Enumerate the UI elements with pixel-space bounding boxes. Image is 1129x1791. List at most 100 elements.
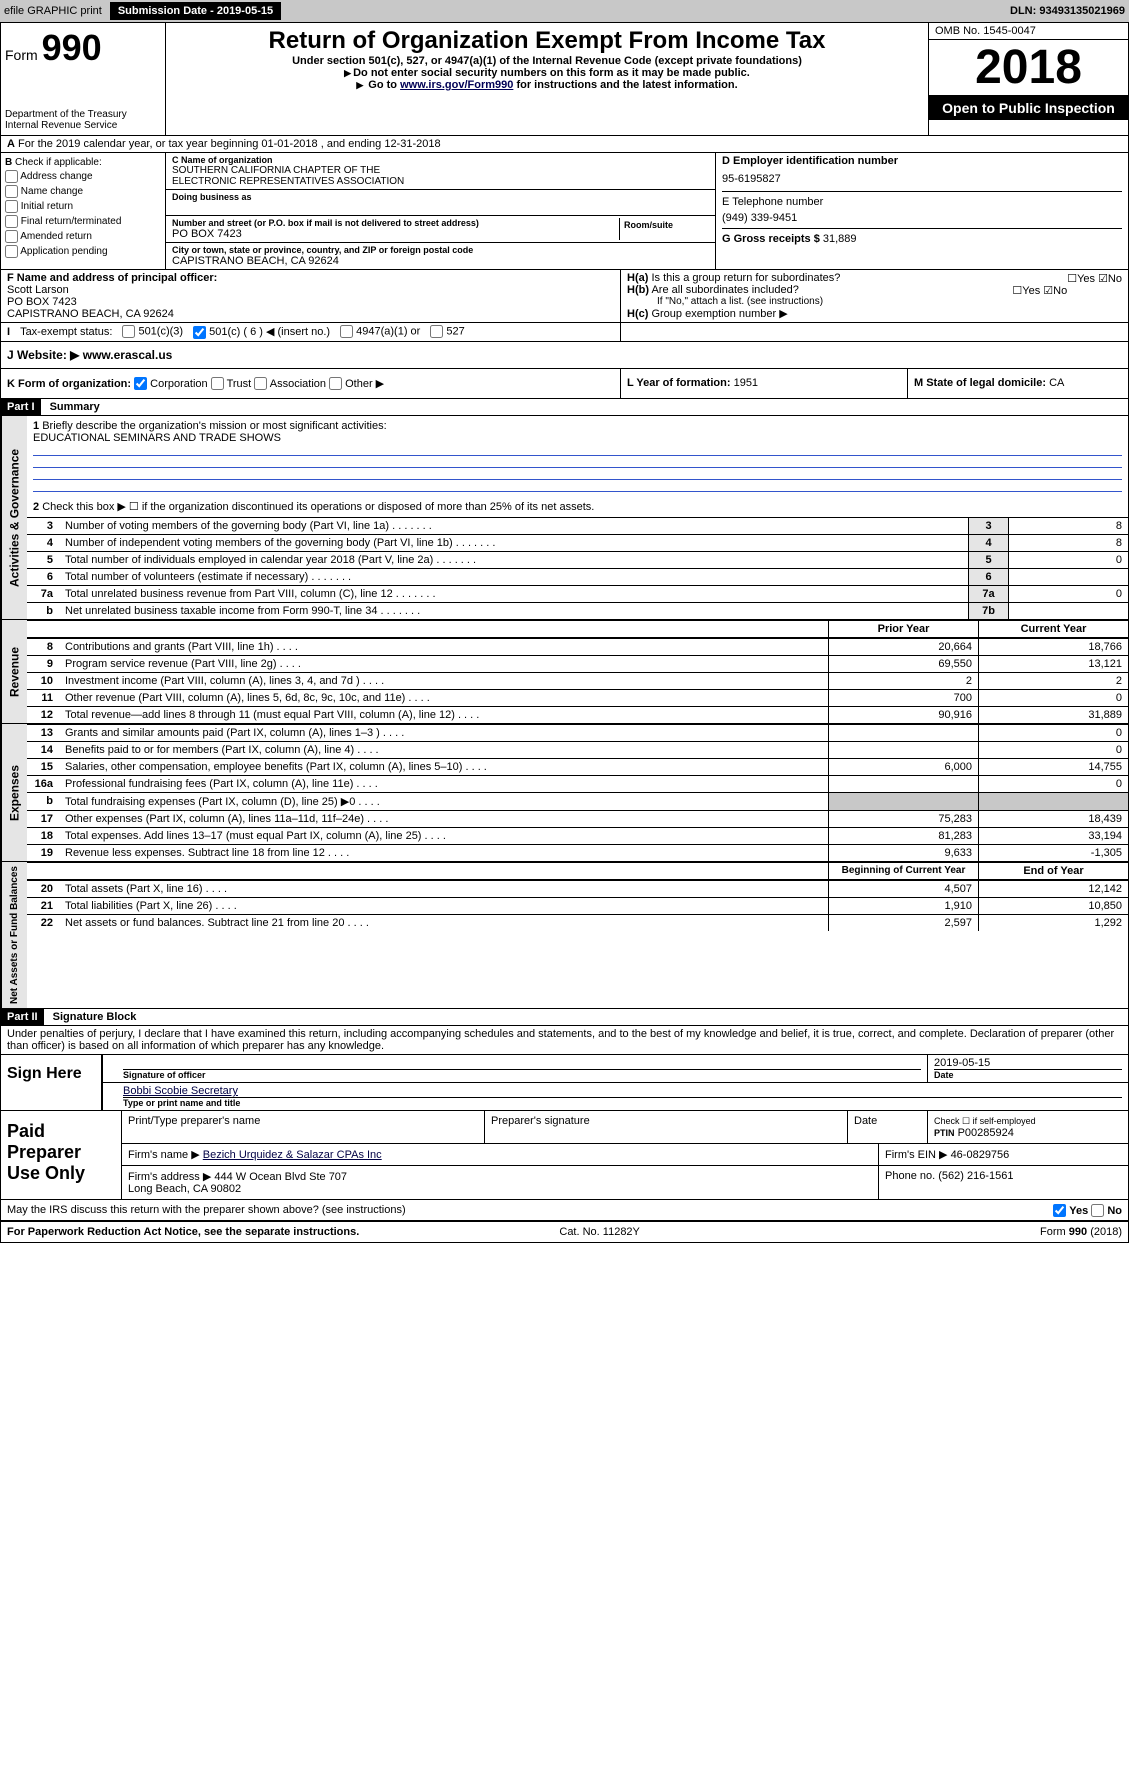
header-left: Form 990 Department of the Treasury Inte… bbox=[1, 23, 166, 135]
chk-assoc[interactable]: Association bbox=[254, 378, 326, 390]
col-headers-net: Beginning of Current Year End of Year bbox=[27, 862, 1128, 880]
block-h: H(a) Is this a group return for subordin… bbox=[621, 270, 1128, 322]
section-netassets: Net Assets or Fund Balances Beginning of… bbox=[1, 862, 1128, 1009]
rev-line-9: 9Program service revenue (Part VIII, lin… bbox=[27, 655, 1128, 672]
gov-line-6: 6 Total number of volunteers (estimate i… bbox=[27, 568, 1128, 585]
side-netassets: Net Assets or Fund Balances bbox=[1, 862, 27, 1008]
exp-line-14: 14Benefits paid to or for members (Part … bbox=[27, 741, 1128, 758]
org-city: CAPISTRANO BEACH, CA 92624 bbox=[172, 255, 709, 267]
firm-ein: 46-0829756 bbox=[951, 1149, 1010, 1161]
row-k: K Form of organization: Corporation Trus… bbox=[1, 369, 1128, 400]
row-a: A For the 2019 calendar year, or tax yea… bbox=[1, 136, 1128, 153]
sign-date: 2019-05-15 bbox=[934, 1057, 1122, 1069]
chk-corp[interactable]: Corporation bbox=[134, 378, 208, 390]
section-governance: Activities & Governance 1 Briefly descri… bbox=[1, 416, 1128, 620]
exp-line-16a: 16aProfessional fundraising fees (Part I… bbox=[27, 775, 1128, 792]
subtitle-1: Under section 501(c), 527, or 4947(a)(1)… bbox=[170, 55, 924, 67]
year-formation: 1951 bbox=[734, 377, 758, 389]
row-j: J Website: ▶ www.erascal.us bbox=[1, 342, 1128, 369]
open-to-public: Open to Public Inspection bbox=[929, 96, 1128, 120]
part-ii-header: Part II Signature Block bbox=[1, 1009, 1128, 1026]
discuss-yes[interactable]: Yes bbox=[1053, 1205, 1088, 1217]
chk-name[interactable]: Name change bbox=[5, 185, 161, 198]
website-value: www.erascal.us bbox=[83, 348, 173, 362]
rev-line-8: 8Contributions and grants (Part VIII, li… bbox=[27, 638, 1128, 655]
chk-501c[interactable]: 501(c) ( 6 ) ◀ (insert no.) bbox=[193, 325, 330, 339]
paid-preparer-block: Paid Preparer Use Only Print/Type prepar… bbox=[1, 1110, 1128, 1200]
form-header: Form 990 Department of the Treasury Inte… bbox=[1, 23, 1128, 136]
section-revenue: Revenue Prior Year Current Year 8Contrib… bbox=[1, 620, 1128, 724]
discuss-row: May the IRS discuss this return with the… bbox=[1, 1200, 1128, 1222]
header-middle: Return of Organization Exempt From Incom… bbox=[166, 23, 928, 135]
tax-year: 2018 bbox=[929, 40, 1128, 96]
block-f: F Name and address of principal officer:… bbox=[1, 270, 621, 322]
net-line-21: 21Total liabilities (Part X, line 26) . … bbox=[27, 897, 1128, 914]
phone-value: (949) 339-9451 bbox=[722, 212, 1122, 224]
block-c: C Name of organization SOUTHERN CALIFORN… bbox=[166, 153, 716, 269]
chk-501c3[interactable]: 501(c)(3) bbox=[122, 325, 183, 338]
block-deg: D Employer identification number 95-6195… bbox=[716, 153, 1128, 269]
signer-name[interactable]: Bobbi Scobie Secretary bbox=[123, 1085, 238, 1097]
dln-label: DLN: 93493135021969 bbox=[1010, 5, 1125, 17]
net-line-20: 20Total assets (Part X, line 16) . . . .… bbox=[27, 880, 1128, 897]
exp-line-13: 13Grants and similar amounts paid (Part … bbox=[27, 724, 1128, 741]
gov-line-3: 3 Number of voting members of the govern… bbox=[27, 517, 1128, 534]
state-domicile: CA bbox=[1049, 377, 1064, 389]
sign-block: Sign Here Signature of officer 2019-05-1… bbox=[1, 1054, 1128, 1110]
footer: For Paperwork Reduction Act Notice, see … bbox=[1, 1222, 1128, 1242]
block-fh: F Name and address of principal officer:… bbox=[1, 270, 1128, 323]
mission-text: EDUCATIONAL SEMINARS AND TRADE SHOWS bbox=[33, 432, 281, 444]
gov-line-7b: b Net unrelated business taxable income … bbox=[27, 602, 1128, 619]
org-name: SOUTHERN CALIFORNIA CHAPTER OF THE ELECT… bbox=[172, 165, 709, 187]
net-line-22: 22Net assets or fund balances. Subtract … bbox=[27, 914, 1128, 931]
ein-value: 95-6195827 bbox=[722, 173, 1122, 185]
gov-line-4: 4 Number of independent voting members o… bbox=[27, 534, 1128, 551]
exp-line-b: bTotal fundraising expenses (Part IX, co… bbox=[27, 792, 1128, 810]
discuss-no[interactable]: No bbox=[1091, 1205, 1122, 1217]
irs-link[interactable]: www.irs.gov/Form990 bbox=[400, 79, 513, 91]
chk-pending[interactable]: Application pending bbox=[5, 245, 161, 258]
rev-line-10: 10Investment income (Part VIII, column (… bbox=[27, 672, 1128, 689]
top-bar: efile GRAPHIC print Submission Date - 20… bbox=[0, 0, 1129, 22]
rev-line-12: 12Total revenue—add lines 8 through 11 (… bbox=[27, 706, 1128, 723]
org-address: PO BOX 7423 bbox=[172, 228, 619, 240]
chk-4947[interactable]: 4947(a)(1) or bbox=[340, 325, 420, 338]
chk-amended[interactable]: Amended return bbox=[5, 230, 161, 243]
exp-line-19: 19Revenue less expenses. Subtract line 1… bbox=[27, 844, 1128, 861]
side-expenses: Expenses bbox=[1, 724, 27, 861]
chk-address[interactable]: Address change bbox=[5, 170, 161, 183]
omb-number: OMB No. 1545-0047 bbox=[929, 23, 1128, 40]
exp-line-18: 18Total expenses. Add lines 13–17 (must … bbox=[27, 827, 1128, 844]
perjury-declaration: Under penalties of perjury, I declare th… bbox=[1, 1026, 1128, 1054]
firm-name[interactable]: Bezich Urquidez & Salazar CPAs Inc bbox=[203, 1149, 382, 1161]
side-revenue: Revenue bbox=[1, 620, 27, 723]
subtitle-3: Go to www.irs.gov/Form990 for instructio… bbox=[170, 79, 924, 91]
rev-line-11: 11Other revenue (Part VIII, column (A), … bbox=[27, 689, 1128, 706]
exp-line-17: 17Other expenses (Part IX, column (A), l… bbox=[27, 810, 1128, 827]
chk-trust[interactable]: Trust bbox=[211, 378, 252, 390]
chk-other[interactable]: Other ▶ bbox=[329, 378, 384, 390]
exp-line-15: 15Salaries, other compensation, employee… bbox=[27, 758, 1128, 775]
paid-row-1: Print/Type preparer's name Preparer's si… bbox=[122, 1111, 1128, 1144]
paid-row-2: Firm's name ▶ Bezich Urquidez & Salazar … bbox=[122, 1144, 1128, 1166]
gov-line-7a: 7a Total unrelated business revenue from… bbox=[27, 585, 1128, 602]
section-expenses: Expenses 13Grants and similar amounts pa… bbox=[1, 724, 1128, 862]
firm-phone: (562) 216-1561 bbox=[938, 1170, 1013, 1182]
chk-527[interactable]: 527 bbox=[430, 325, 464, 338]
ptin: P00285924 bbox=[958, 1127, 1014, 1139]
paid-row-3: Firm's address ▶ 444 W Ocean Blvd Ste 70… bbox=[122, 1166, 1128, 1199]
dept-label: Department of the Treasury Internal Reve… bbox=[5, 109, 161, 131]
header-right: OMB No. 1545-0047 2018 Open to Public In… bbox=[928, 23, 1128, 135]
part-i-header: Part I Summary bbox=[1, 399, 1128, 416]
chk-final[interactable]: Final return/terminated bbox=[5, 215, 161, 228]
chk-initial[interactable]: Initial return bbox=[5, 200, 161, 213]
gross-receipts: 31,889 bbox=[823, 233, 857, 245]
efile-label: efile GRAPHIC print bbox=[4, 5, 102, 17]
subtitle-2: Do not enter social security numbers on … bbox=[170, 67, 924, 79]
check-b: B Check if applicable: Address change Na… bbox=[1, 153, 166, 269]
identity-block: B Check if applicable: Address change Na… bbox=[1, 153, 1128, 270]
form-body: Form 990 Department of the Treasury Inte… bbox=[0, 22, 1129, 1243]
form-number: Form 990 bbox=[5, 27, 161, 69]
side-governance: Activities & Governance bbox=[1, 416, 27, 619]
gov-line-5: 5 Total number of individuals employed i… bbox=[27, 551, 1128, 568]
